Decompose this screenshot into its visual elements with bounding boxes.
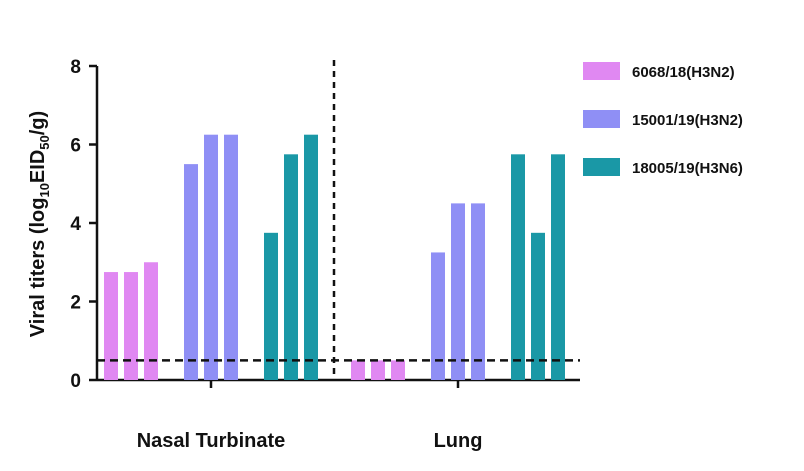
x-tick-label: Nasal Turbinate	[137, 430, 286, 452]
bar	[304, 134, 318, 380]
y-label-part: EID	[27, 150, 49, 183]
bar	[391, 360, 405, 380]
bar	[551, 154, 565, 380]
legend-label: 15001/19(H3N2)	[632, 112, 743, 129]
y-tick-label: 8	[70, 57, 81, 78]
bar	[451, 203, 465, 380]
bar	[371, 360, 385, 380]
legend-swatch	[583, 62, 620, 80]
legend-swatch	[583, 110, 620, 128]
y-tick-label: 4	[70, 214, 81, 235]
bar	[471, 203, 485, 380]
y-axis-label: Viral titers (log10EID50/g)	[27, 111, 52, 337]
bar	[224, 134, 238, 380]
legend-label: 18005/19(H3N6)	[632, 160, 743, 177]
legend-label: 6068/18(H3N2)	[632, 64, 735, 81]
y-tick-label: 6	[70, 136, 81, 157]
y-tick-label: 0	[70, 371, 81, 392]
y-label-part: /g)	[27, 111, 49, 135]
bar	[144, 262, 158, 380]
x-tick-label: Lung	[434, 430, 483, 452]
bar	[284, 154, 298, 380]
bar	[204, 134, 218, 380]
legend-swatch	[583, 158, 620, 176]
bar	[184, 164, 198, 380]
bar	[351, 360, 365, 380]
y-label-part: Viral titers (log	[27, 198, 49, 338]
bar	[531, 232, 545, 380]
y-label-sub: 10	[37, 183, 52, 197]
bar	[511, 154, 525, 380]
bar	[104, 272, 118, 380]
bar	[264, 232, 278, 380]
bar	[431, 252, 445, 380]
y-label-sub: 50	[37, 135, 52, 149]
bar	[124, 272, 138, 380]
y-tick-label: 2	[70, 293, 81, 314]
